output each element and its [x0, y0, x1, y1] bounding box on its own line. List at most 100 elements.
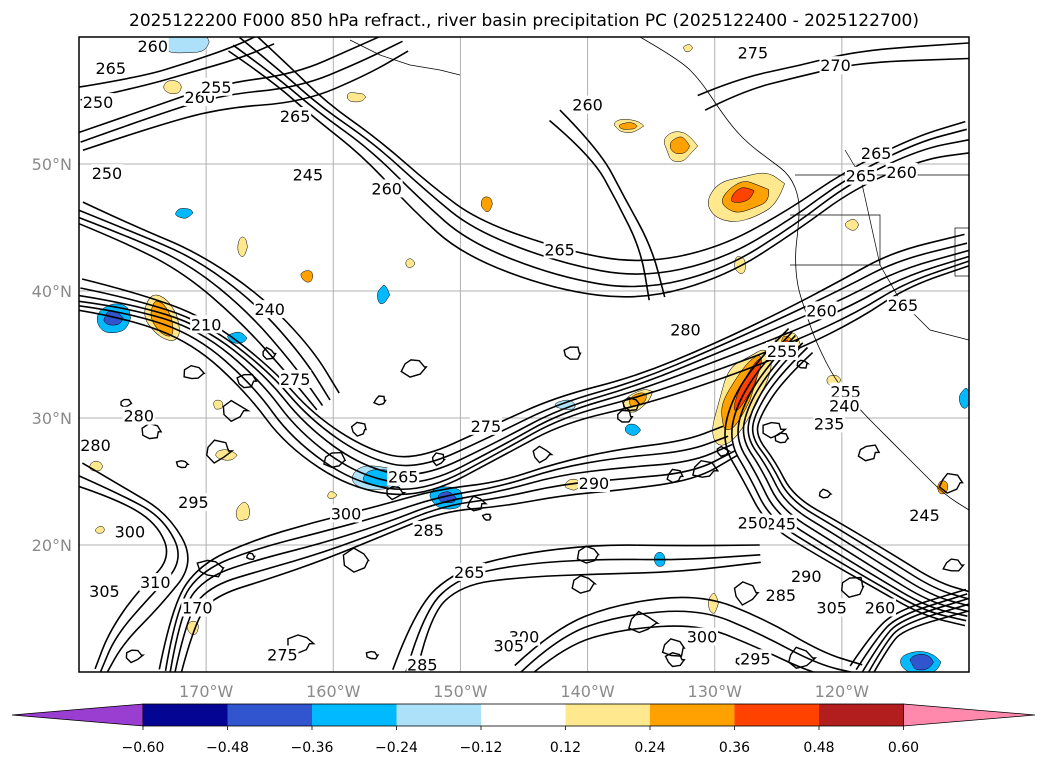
closed-contour [692, 459, 720, 478]
closed-contour [342, 547, 370, 573]
closed-contour [576, 545, 600, 564]
closed-contour [563, 346, 582, 360]
contour-label-bg [190, 315, 223, 334]
contour-label-bg [815, 598, 848, 617]
refractivity-contour [79, 264, 969, 496]
contour-label-bg [886, 296, 919, 315]
contour-label-bg [571, 95, 604, 114]
contour-label-bg [177, 493, 210, 512]
contour-label-bg [387, 467, 420, 486]
refractivity-contour [873, 609, 969, 672]
contour-label-bg [406, 655, 439, 672]
contour-label-bg [819, 56, 852, 75]
closed-contour [774, 432, 790, 444]
x-tick-label: 150°W [433, 682, 488, 701]
closed-contour [664, 652, 686, 668]
contour-label-bg [860, 143, 893, 162]
refractivity-contour [79, 216, 324, 407]
closed-contour [733, 581, 760, 606]
contour-label-bg [844, 166, 877, 185]
x-tick-label: 130°W [688, 682, 743, 701]
contour-label-bg [90, 164, 123, 183]
border-line [790, 214, 881, 266]
colorbar-bin [227, 704, 312, 726]
pc-shaded-region [731, 187, 755, 203]
closed-contour [350, 421, 367, 437]
pc-shaded-region [619, 122, 638, 130]
coastline [639, 37, 969, 511]
contour-label: 240 [829, 397, 860, 416]
closed-contour [661, 638, 686, 657]
closed-contour [183, 364, 206, 380]
contour-label-bg [279, 107, 312, 126]
x-tick-label: 170°W [179, 682, 234, 701]
closed-contour [716, 445, 732, 457]
contour-label-bg [829, 382, 862, 401]
closed-contour [386, 485, 407, 501]
pc-shaded-region [845, 218, 859, 231]
closed-contour [796, 359, 811, 369]
contour-label: 300 [331, 505, 362, 524]
refractivity-contour [82, 201, 340, 394]
refractivity-contour [861, 597, 969, 672]
closed-contour [400, 359, 428, 378]
contour-label-bg [739, 649, 772, 668]
closed-contour [481, 513, 492, 521]
closed-contour [141, 422, 163, 440]
contour-label: 290 [791, 567, 822, 586]
colorbar-tick-label: −0.24 [375, 740, 418, 756]
refractivity-contour [80, 43, 275, 101]
colorbar-frame [142, 703, 904, 727]
contour-label: 265 [96, 59, 127, 78]
refractivity-contour [174, 449, 736, 672]
refractivity-contour [405, 554, 761, 672]
contour-label-bg [88, 581, 121, 600]
contour-label: 275 [471, 417, 502, 436]
contour-label: 260 [371, 179, 402, 198]
colorbar-bin [481, 704, 566, 726]
pc-shaded-region [629, 392, 647, 407]
contour-label: 305 [816, 599, 847, 618]
contour-label-bg [136, 37, 169, 56]
contour-label: 260 [572, 96, 603, 115]
contour-label-bg [330, 504, 362, 523]
contour-label: 265 [544, 240, 575, 259]
refractivity-contour [704, 57, 969, 111]
contour-label-bg [577, 474, 610, 493]
colorbar-tick-label: −0.48 [206, 740, 249, 756]
contour-label-bg [79, 435, 112, 454]
pc-shaded-region [346, 92, 367, 103]
contour-label: 260 [806, 301, 837, 320]
closed-contour [818, 488, 833, 499]
closed-contour [857, 444, 881, 462]
contour-label: 260 [137, 37, 168, 56]
contour-label-bg [122, 406, 155, 425]
contour-label: 285 [407, 656, 438, 675]
contour-label: 265 [280, 107, 311, 126]
refractivity-contour [79, 255, 969, 484]
x-tick-label: 140°W [560, 682, 615, 701]
coastline [349, 39, 461, 76]
contour-label: 290 [579, 474, 610, 493]
refractivity-contour [79, 485, 168, 670]
colorbar-tick-label: −0.12 [460, 740, 503, 756]
refractivity-contour [82, 50, 409, 152]
contour-label-bg [453, 562, 486, 581]
refractivity-contour [79, 209, 331, 401]
closed-contour [125, 649, 146, 664]
colorbar-bin [650, 704, 735, 726]
pc-shaded-region [669, 136, 690, 155]
contour-label: 285 [413, 521, 444, 540]
colorbar-bin [312, 704, 397, 726]
contour-label-bg [469, 416, 502, 435]
pc-shaded-region [237, 236, 248, 257]
contour-label-bg [736, 43, 769, 62]
contour-label-bg [291, 165, 324, 184]
closed-contour [236, 373, 258, 389]
closed-contour [571, 574, 598, 594]
pc-shaded-region [708, 593, 719, 614]
refractivity-contour [79, 474, 179, 672]
closed-contour [431, 452, 447, 467]
y-axis-ticks: 20°N 30°N 40°N 50°N [32, 155, 72, 555]
